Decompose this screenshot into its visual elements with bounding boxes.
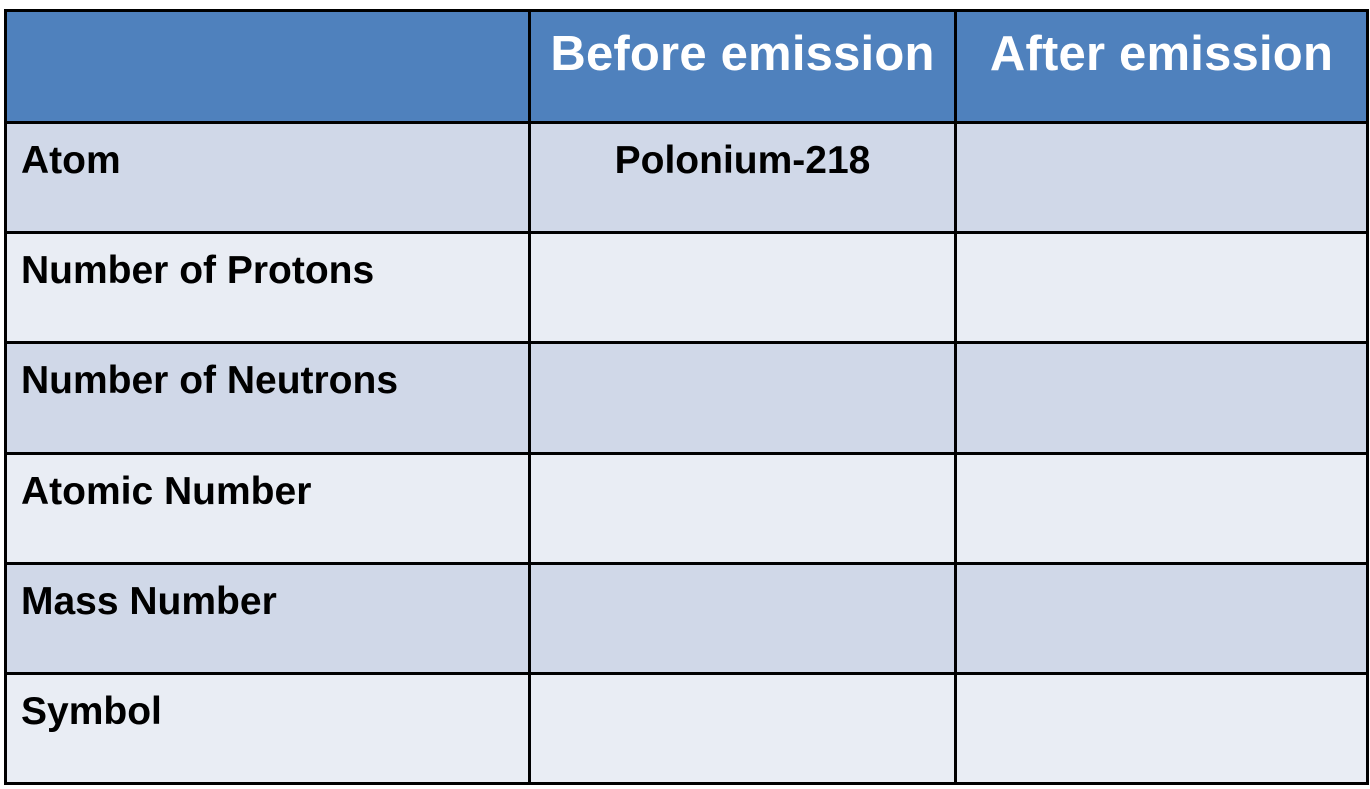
row-label-symbol: Symbol	[4, 671, 531, 786]
cell-protons-before[interactable]	[528, 231, 957, 345]
row-label-atomic-number: Atomic Number	[4, 451, 531, 565]
row-label-protons: Number of Protons	[4, 231, 531, 345]
header-corner-cell	[4, 8, 531, 125]
cell-atomic-number-before[interactable]	[528, 451, 957, 565]
cell-symbol-after[interactable]	[954, 671, 1369, 786]
header-after-emission: After emission	[954, 8, 1369, 125]
row-label-atom: Atom	[4, 121, 531, 235]
cell-atom-after[interactable]	[954, 121, 1369, 235]
cell-neutrons-after[interactable]	[954, 341, 1369, 455]
table-header-row: Before emission After emission	[4, 8, 1369, 125]
cell-symbol-before[interactable]	[528, 671, 957, 786]
cell-mass-number-after[interactable]	[954, 561, 1369, 675]
table-row-atomic-number: Atomic Number	[4, 451, 1369, 565]
cell-atomic-number-after[interactable]	[954, 451, 1369, 565]
cell-atom-before[interactable]: Polonium-218	[528, 121, 957, 235]
cell-protons-after[interactable]	[954, 231, 1369, 345]
row-label-mass-number: Mass Number	[4, 561, 531, 675]
cell-mass-number-before[interactable]	[528, 561, 957, 675]
row-label-neutrons: Number of Neutrons	[4, 341, 531, 455]
emission-table: Before emission After emission Atom Polo…	[4, 8, 1369, 786]
table-row-symbol: Symbol	[4, 671, 1369, 786]
table-row-mass-number: Mass Number	[4, 561, 1369, 675]
emission-table-container: Before emission After emission Atom Polo…	[4, 8, 1369, 786]
cell-neutrons-before[interactable]	[528, 341, 957, 455]
table-row-protons: Number of Protons	[4, 231, 1369, 345]
table-row-atom: Atom Polonium-218	[4, 121, 1369, 235]
header-before-emission: Before emission	[528, 8, 957, 125]
table-row-neutrons: Number of Neutrons	[4, 341, 1369, 455]
